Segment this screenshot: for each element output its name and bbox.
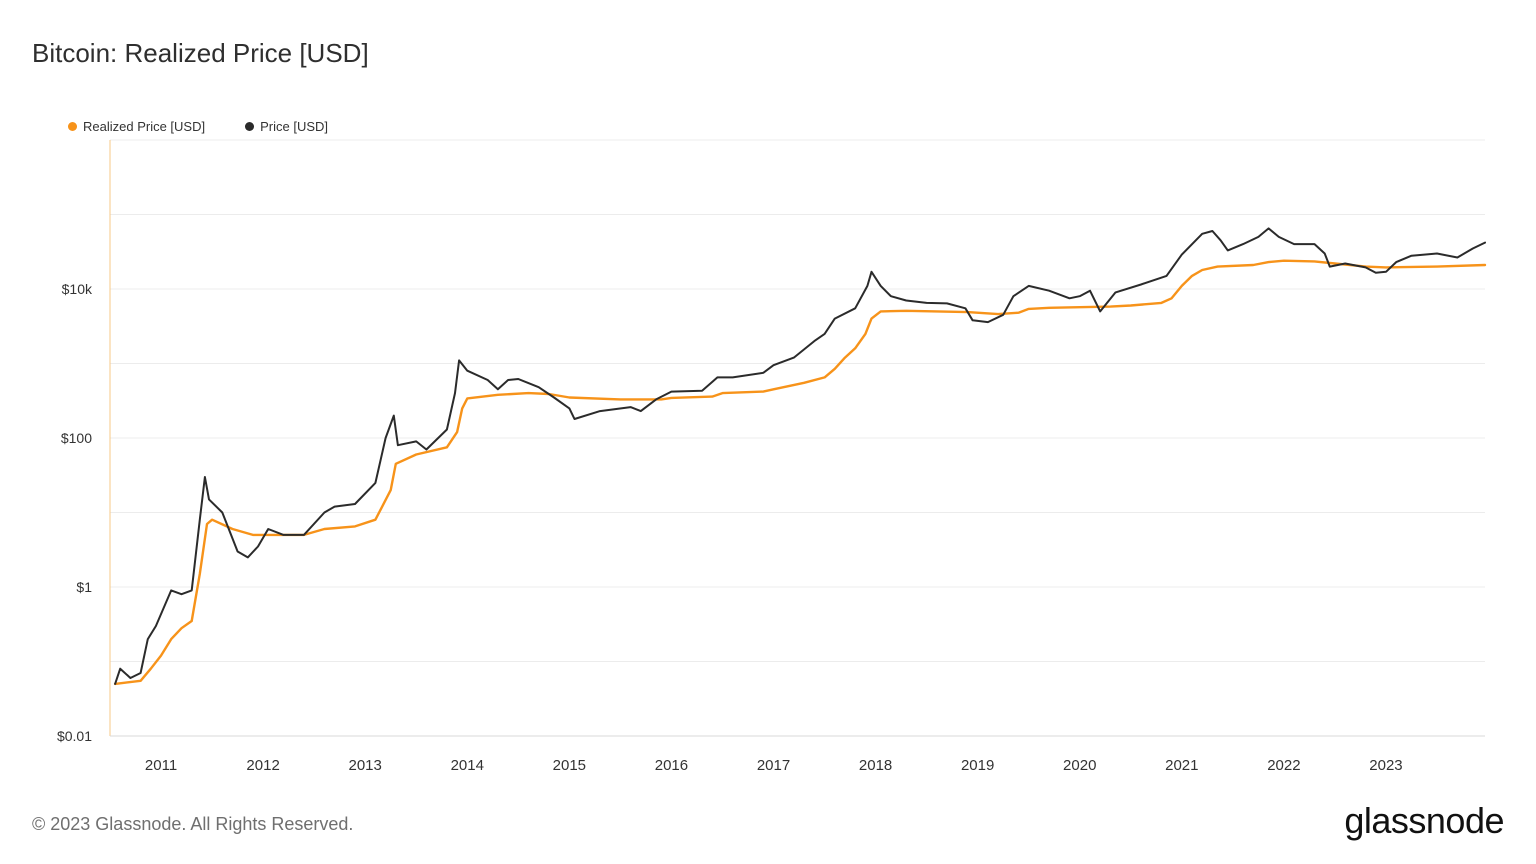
chart-legend: Realized Price [USD] Price [USD] xyxy=(68,119,328,134)
x-tick-label: 2019 xyxy=(961,757,994,774)
chart-title: Bitcoin: Realized Price [USD] xyxy=(32,38,369,68)
x-tick-label: 2012 xyxy=(246,757,279,774)
legend-item-realized-price[interactable]: Realized Price [USD] xyxy=(68,119,205,134)
x-tick-label: 2020 xyxy=(1063,757,1096,774)
x-tick-label: 2018 xyxy=(859,757,892,774)
legend-dot-icon xyxy=(68,122,77,131)
x-tick-label: 2021 xyxy=(1165,757,1198,774)
x-tick-label: 2014 xyxy=(451,757,484,774)
y-tick-label: $0.01 xyxy=(57,728,92,744)
x-tick-label: 2015 xyxy=(553,757,586,774)
x-tick-label: 2011 xyxy=(145,757,177,774)
x-tick-label: 2016 xyxy=(655,757,688,774)
x-tick-label: 2013 xyxy=(349,757,382,774)
y-tick-label: $100 xyxy=(61,430,92,446)
y-tick-label: $1 xyxy=(76,579,92,595)
legend-item-price[interactable]: Price [USD] xyxy=(245,119,328,134)
series-line-price xyxy=(114,227,1486,685)
y-tick-label: $10k xyxy=(62,281,93,297)
x-tick-label: 2022 xyxy=(1267,757,1300,774)
legend-label: Realized Price [USD] xyxy=(83,119,206,134)
series-line-realized-price xyxy=(113,259,1487,686)
copyright-text: © 2023 Glassnode. All Rights Reserved. xyxy=(32,814,354,834)
glassnode-logo: glassnode xyxy=(1344,800,1504,841)
x-tick-label: 2023 xyxy=(1369,757,1402,774)
legend-label: Price [USD] xyxy=(260,119,329,134)
x-tick-label: 2017 xyxy=(757,757,790,774)
legend-dot-icon xyxy=(245,122,255,131)
